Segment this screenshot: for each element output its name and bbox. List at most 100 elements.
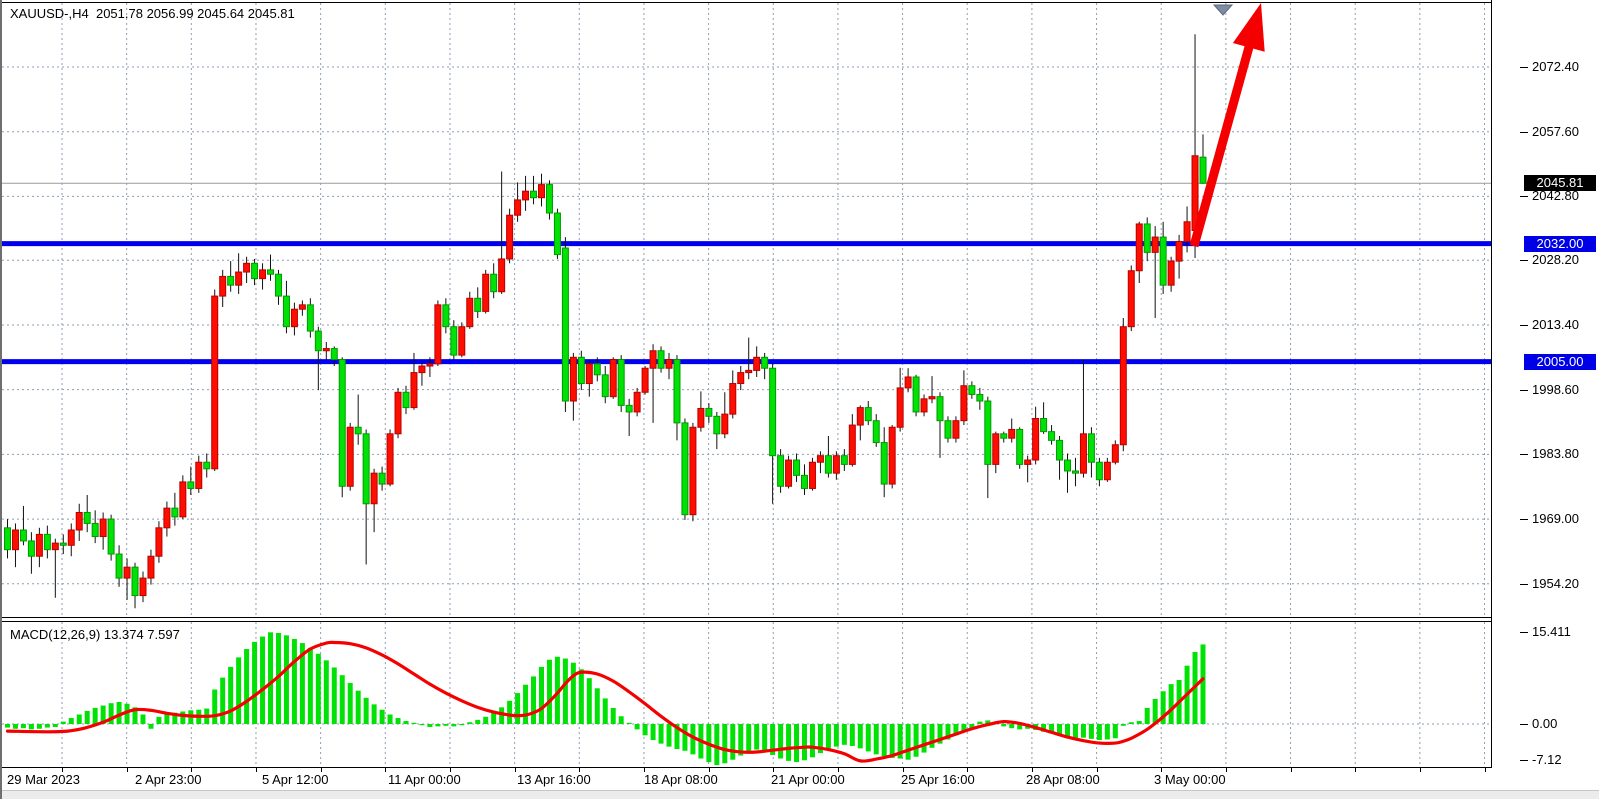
price-axis-tick: [1520, 583, 1528, 585]
histogram-bar: [865, 724, 871, 752]
time-axis-label: 13 Apr 16:00: [517, 772, 591, 787]
candle: [737, 372, 745, 385]
time-axis-tick: [449, 768, 451, 772]
macd-axis-tick: [1520, 724, 1528, 725]
macd-histogram: [5, 632, 1206, 766]
candle: [1071, 470, 1079, 474]
histogram-bar: [1136, 721, 1142, 724]
candle: [1143, 223, 1151, 253]
candle: [410, 372, 418, 409]
chart-canvas[interactable]: [2, 0, 1491, 790]
time-axis-label: 3 May 00:00: [1154, 772, 1226, 787]
histogram-bar: [1072, 724, 1078, 740]
histogram-bar: [1009, 724, 1015, 729]
histogram-bar: [467, 722, 473, 724]
histogram-bar: [578, 669, 584, 724]
candle: [402, 391, 410, 409]
trend-arrow-line[interactable]: [1189, 45, 1254, 248]
price-axis-label: 2028.20: [1532, 252, 1579, 268]
histogram-bar: [363, 697, 369, 724]
time-axis-tick: [708, 768, 710, 772]
histogram-bar: [443, 724, 449, 726]
candle: [856, 407, 864, 426]
down-triangle-marker[interactable]: [1212, 4, 1234, 16]
candle: [1103, 461, 1111, 481]
candle: [577, 356, 585, 385]
macd-axis-label: -7.12: [1532, 752, 1562, 767]
histogram-bar: [379, 709, 385, 724]
time-axis-tick: [643, 768, 645, 772]
histogram-bar: [690, 724, 696, 755]
histogram-bar: [722, 724, 728, 764]
histogram-bar: [594, 688, 600, 724]
candle: [274, 273, 282, 297]
candle: [330, 348, 338, 360]
price-axis-tick: [1520, 131, 1528, 133]
histogram-bar: [315, 653, 321, 724]
candle: [561, 247, 569, 402]
candle: [816, 455, 824, 463]
time-axis-tick: [62, 768, 63, 772]
histogram-bar: [212, 689, 218, 724]
histogram-bar: [666, 724, 672, 747]
histogram-bar: [905, 724, 911, 760]
candle: [633, 391, 641, 413]
time-axis-tick: [126, 768, 128, 772]
price-axis-tick: [1520, 454, 1528, 456]
histogram-bar: [634, 724, 640, 730]
candle: [1095, 461, 1103, 481]
macd-indicator-title: MACD(12,26,9) 13.374 7.597: [10, 627, 180, 642]
price-axis[interactable]: 2072.40 2057.60 2042.80 2028.20 2013.40 1998.…: [1491, 0, 1599, 768]
candle: [139, 577, 147, 597]
histogram-bar: [531, 676, 537, 724]
candle: [904, 376, 912, 389]
candle: [537, 184, 545, 199]
macd-axis-label: 0.00: [1532, 716, 1558, 731]
time-axis-tick: [1484, 768, 1486, 772]
histogram-bar: [156, 716, 162, 724]
price-axis-label: 2042.80: [1532, 188, 1579, 204]
histogram-bar: [1144, 707, 1150, 724]
candle: [848, 424, 856, 465]
histogram-bar: [1017, 724, 1023, 730]
time-axis-tick: [967, 768, 969, 772]
histogram-bar: [68, 718, 74, 724]
candle: [203, 461, 211, 470]
time-axis[interactable]: 29 Mar 2023 2 Apr 23:00 5 Apr 12:00 11 Apr …: [2, 768, 1599, 790]
histogram-bar: [977, 721, 983, 724]
time-axis-tick: [1419, 768, 1421, 772]
candle: [721, 413, 729, 435]
candle: [75, 512, 83, 531]
histogram-bar: [1168, 684, 1174, 724]
time-axis-tick: [1355, 768, 1357, 772]
candle: [1056, 439, 1064, 461]
histogram-bar: [124, 703, 130, 724]
histogram-bar: [746, 724, 752, 752]
histogram-bar: [20, 724, 26, 729]
histogram-bar: [164, 714, 170, 724]
candle: [824, 455, 832, 474]
time-axis-tick: [1031, 768, 1033, 772]
price-axis-label: 1983.80: [1532, 446, 1579, 462]
candle: [522, 190, 530, 201]
candle: [880, 442, 888, 485]
candle: [569, 356, 577, 402]
time-axis-tick: [1290, 768, 1292, 772]
candle: [482, 273, 490, 312]
trend-arrow-head[interactable]: [1232, 3, 1265, 52]
candle: [466, 297, 474, 328]
histogram-bar: [825, 724, 831, 750]
candle: [681, 422, 689, 516]
histogram-bar: [913, 724, 919, 757]
histogram-bar: [395, 718, 401, 724]
histogram-bar: [937, 724, 943, 744]
candle: [729, 383, 737, 415]
price-axis-label: 2057.60: [1532, 123, 1579, 139]
candle: [498, 258, 506, 293]
histogram-bar: [172, 712, 178, 724]
candle: [474, 297, 482, 312]
candle: [585, 363, 593, 385]
candle: [123, 566, 131, 579]
histogram-bar: [889, 724, 895, 758]
histogram-bar: [427, 724, 433, 727]
